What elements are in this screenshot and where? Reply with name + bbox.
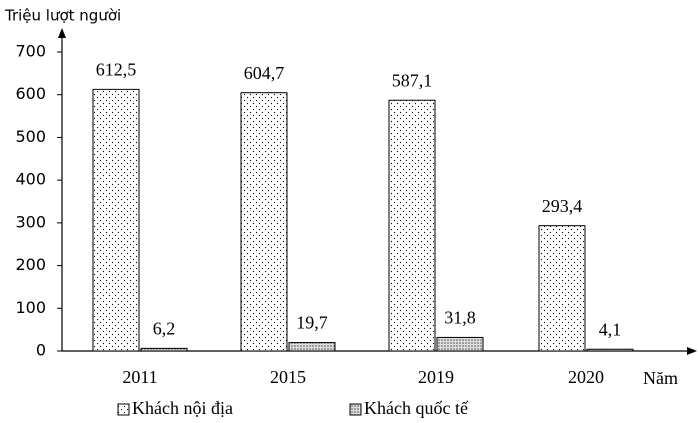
- legend-label: Khách quốc tế: [364, 398, 469, 418]
- bar: [92, 88, 140, 352]
- data-label: 293,4: [542, 196, 583, 216]
- bar: [240, 92, 288, 352]
- legend-swatch: [349, 403, 362, 416]
- legend-label: Khách nội địa: [132, 398, 233, 418]
- y-axis-arrow: [58, 28, 66, 38]
- x-axis-label: Năm: [643, 368, 678, 388]
- data-label: 6,2: [153, 318, 176, 338]
- y-tick-label: 500: [15, 127, 46, 146]
- bar: [436, 336, 484, 352]
- y-tick-label: 400: [15, 170, 46, 189]
- legend-swatch: [117, 403, 130, 416]
- data-label: 587,1: [392, 70, 433, 90]
- x-tick-label: 2011: [122, 367, 157, 387]
- bar: [288, 342, 336, 352]
- bar: [586, 348, 634, 352]
- y-tick-label: 0: [36, 341, 46, 360]
- y-tick-label: 600: [15, 84, 46, 103]
- y-tick-label: 100: [15, 298, 46, 317]
- y-tick-label: 300: [15, 212, 46, 231]
- data-label: 4,1: [599, 319, 622, 339]
- bar: [388, 99, 436, 352]
- x-tick-label: 2020: [568, 367, 604, 387]
- y-tick-label: 200: [15, 255, 46, 274]
- data-label: 19,7: [296, 313, 328, 333]
- x-tick-label: 2019: [418, 367, 454, 387]
- bar: [140, 347, 188, 352]
- data-label: 31,8: [444, 308, 476, 328]
- y-tick-label: 700: [15, 42, 46, 61]
- data-label: 612,5: [96, 60, 137, 80]
- x-axis-arrow: [687, 347, 697, 355]
- x-tick-label: 2015: [270, 367, 306, 387]
- data-label: 604,7: [244, 63, 285, 83]
- y-axis-label: Triệu lượt người: [4, 7, 121, 25]
- bar: [538, 225, 586, 352]
